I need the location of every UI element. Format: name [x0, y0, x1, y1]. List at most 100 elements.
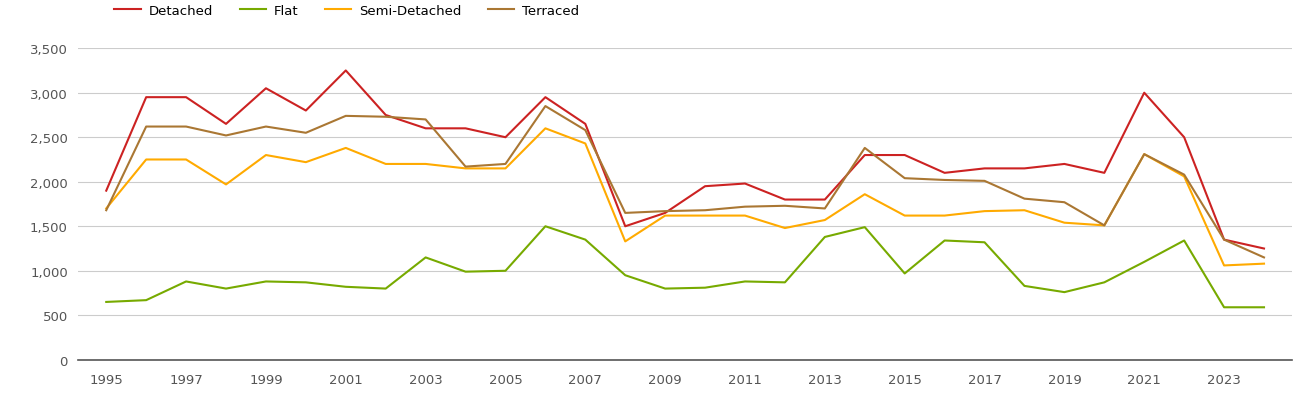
Flat — [538, 224, 553, 229]
Semi-Detached — [1096, 223, 1112, 228]
Detached — [776, 198, 792, 202]
Semi-Detached — [1216, 263, 1232, 268]
Flat — [737, 279, 753, 284]
Terraced — [737, 205, 753, 210]
Line: Flat: Flat — [106, 227, 1265, 308]
Terraced — [1216, 238, 1232, 243]
Terraced — [298, 131, 313, 136]
Detached — [298, 109, 313, 114]
Detached — [817, 198, 833, 202]
Semi-Detached — [179, 157, 194, 162]
Semi-Detached — [258, 153, 274, 158]
Semi-Detached — [418, 162, 433, 167]
Semi-Detached — [538, 126, 553, 131]
Detached — [1176, 135, 1191, 140]
Terraced — [497, 162, 513, 167]
Flat — [458, 270, 474, 274]
Flat — [897, 271, 912, 276]
Terraced — [1137, 152, 1152, 157]
Flat — [1176, 238, 1191, 243]
Flat — [497, 269, 513, 274]
Terraced — [338, 114, 354, 119]
Terraced — [897, 176, 912, 181]
Line: Semi-Detached: Semi-Detached — [106, 129, 1265, 266]
Flat — [617, 273, 633, 278]
Terraced — [578, 128, 594, 133]
Semi-Detached — [976, 209, 992, 214]
Detached — [98, 189, 114, 193]
Terraced — [538, 104, 553, 109]
Detached — [1137, 91, 1152, 96]
Flat — [776, 280, 792, 285]
Detached — [497, 135, 513, 140]
Semi-Detached — [937, 213, 953, 218]
Flat — [179, 279, 194, 284]
Detached — [1096, 171, 1112, 176]
Detached — [937, 171, 953, 176]
Detached — [617, 224, 633, 229]
Detached — [258, 87, 274, 92]
Flat — [1216, 305, 1232, 310]
Flat — [817, 235, 833, 240]
Semi-Detached — [298, 160, 313, 165]
Flat — [98, 300, 114, 305]
Detached — [578, 122, 594, 127]
Flat — [937, 238, 953, 243]
Semi-Detached — [897, 213, 912, 218]
Semi-Detached — [338, 146, 354, 151]
Terraced — [458, 165, 474, 170]
Terraced — [1017, 197, 1032, 202]
Detached — [857, 153, 873, 158]
Detached — [1257, 247, 1272, 252]
Terraced — [1057, 200, 1073, 205]
Detached — [976, 166, 992, 171]
Semi-Detached — [1176, 175, 1191, 180]
Terraced — [658, 209, 673, 214]
Semi-Detached — [1017, 208, 1032, 213]
Semi-Detached — [1257, 261, 1272, 266]
Detached — [1017, 166, 1032, 171]
Terraced — [776, 204, 792, 209]
Detached — [138, 95, 154, 100]
Flat — [218, 286, 234, 291]
Semi-Detached — [378, 162, 394, 167]
Semi-Detached — [658, 213, 673, 218]
Semi-Detached — [776, 226, 792, 231]
Semi-Detached — [1137, 152, 1152, 157]
Terraced — [378, 115, 394, 120]
Flat — [338, 285, 354, 290]
Detached — [1216, 238, 1232, 243]
Detached — [737, 182, 753, 187]
Detached — [218, 122, 234, 127]
Detached — [378, 113, 394, 118]
Detached — [1057, 162, 1073, 167]
Flat — [658, 286, 673, 291]
Semi-Detached — [617, 239, 633, 244]
Terraced — [98, 208, 114, 213]
Terraced — [817, 207, 833, 211]
Flat — [378, 286, 394, 291]
Semi-Detached — [218, 182, 234, 187]
Flat — [258, 279, 274, 284]
Terraced — [1176, 173, 1191, 178]
Detached — [338, 69, 354, 74]
Flat — [1137, 260, 1152, 265]
Legend: Detached, Flat, Semi-Detached, Terraced: Detached, Flat, Semi-Detached, Terraced — [110, 0, 585, 23]
Flat — [1017, 284, 1032, 289]
Semi-Detached — [98, 207, 114, 211]
Terraced — [857, 146, 873, 151]
Semi-Detached — [578, 142, 594, 146]
Terraced — [1096, 223, 1112, 228]
Line: Detached: Detached — [106, 71, 1265, 249]
Flat — [1096, 280, 1112, 285]
Terraced — [179, 125, 194, 130]
Terraced — [418, 118, 433, 123]
Terraced — [976, 179, 992, 184]
Terraced — [1257, 255, 1272, 260]
Terraced — [617, 211, 633, 216]
Terraced — [138, 125, 154, 130]
Detached — [418, 126, 433, 131]
Detached — [458, 126, 474, 131]
Semi-Detached — [1057, 221, 1073, 226]
Semi-Detached — [497, 166, 513, 171]
